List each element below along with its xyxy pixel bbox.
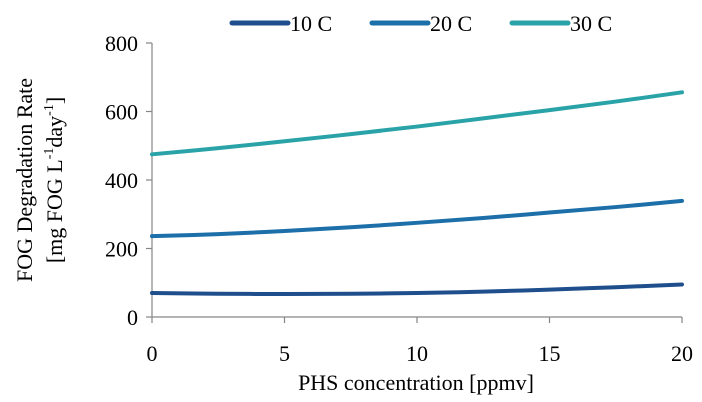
axes: 0 200 400 600 800 0 5 10 15 20 (105, 31, 693, 366)
y-axis-title-line1: FOG Degradation Rate (12, 78, 37, 282)
legend-item: 20 C (369, 11, 472, 36)
legend-label: 30 C (570, 11, 612, 36)
y-axis-title: FOG Degradation Rate [mg FOG L-1day-1] (12, 78, 67, 282)
y-tick-label: 0 (127, 305, 138, 330)
series-line-2 (150, 90, 684, 157)
x-tick-label: 20 (671, 341, 693, 366)
y-tick-label: 200 (105, 237, 138, 262)
legend-label: 10 C (290, 11, 332, 36)
legend-label: 20 C (430, 11, 472, 36)
x-tick-label: 0 (147, 341, 158, 366)
series-line-0 (150, 282, 684, 297)
legend-item: 10 C (229, 11, 332, 36)
legend: 10 C 20 C 30 C (229, 11, 612, 36)
x-tick-label: 10 (406, 341, 428, 366)
x-axis-title: PHS concentration [ppmv] (298, 370, 534, 395)
y-axis-title-line2: [mg FOG L-1day-1] (42, 97, 67, 263)
series-line-1 (150, 198, 684, 239)
x-tick-label: 15 (539, 341, 561, 366)
x-tick-label: 5 (279, 341, 290, 366)
y-tick-label: 600 (105, 100, 138, 125)
legend-item: 30 C (509, 11, 612, 36)
series-lines (150, 90, 684, 297)
y-tick-label: 800 (105, 31, 138, 56)
y-tick-label: 400 (105, 168, 138, 193)
